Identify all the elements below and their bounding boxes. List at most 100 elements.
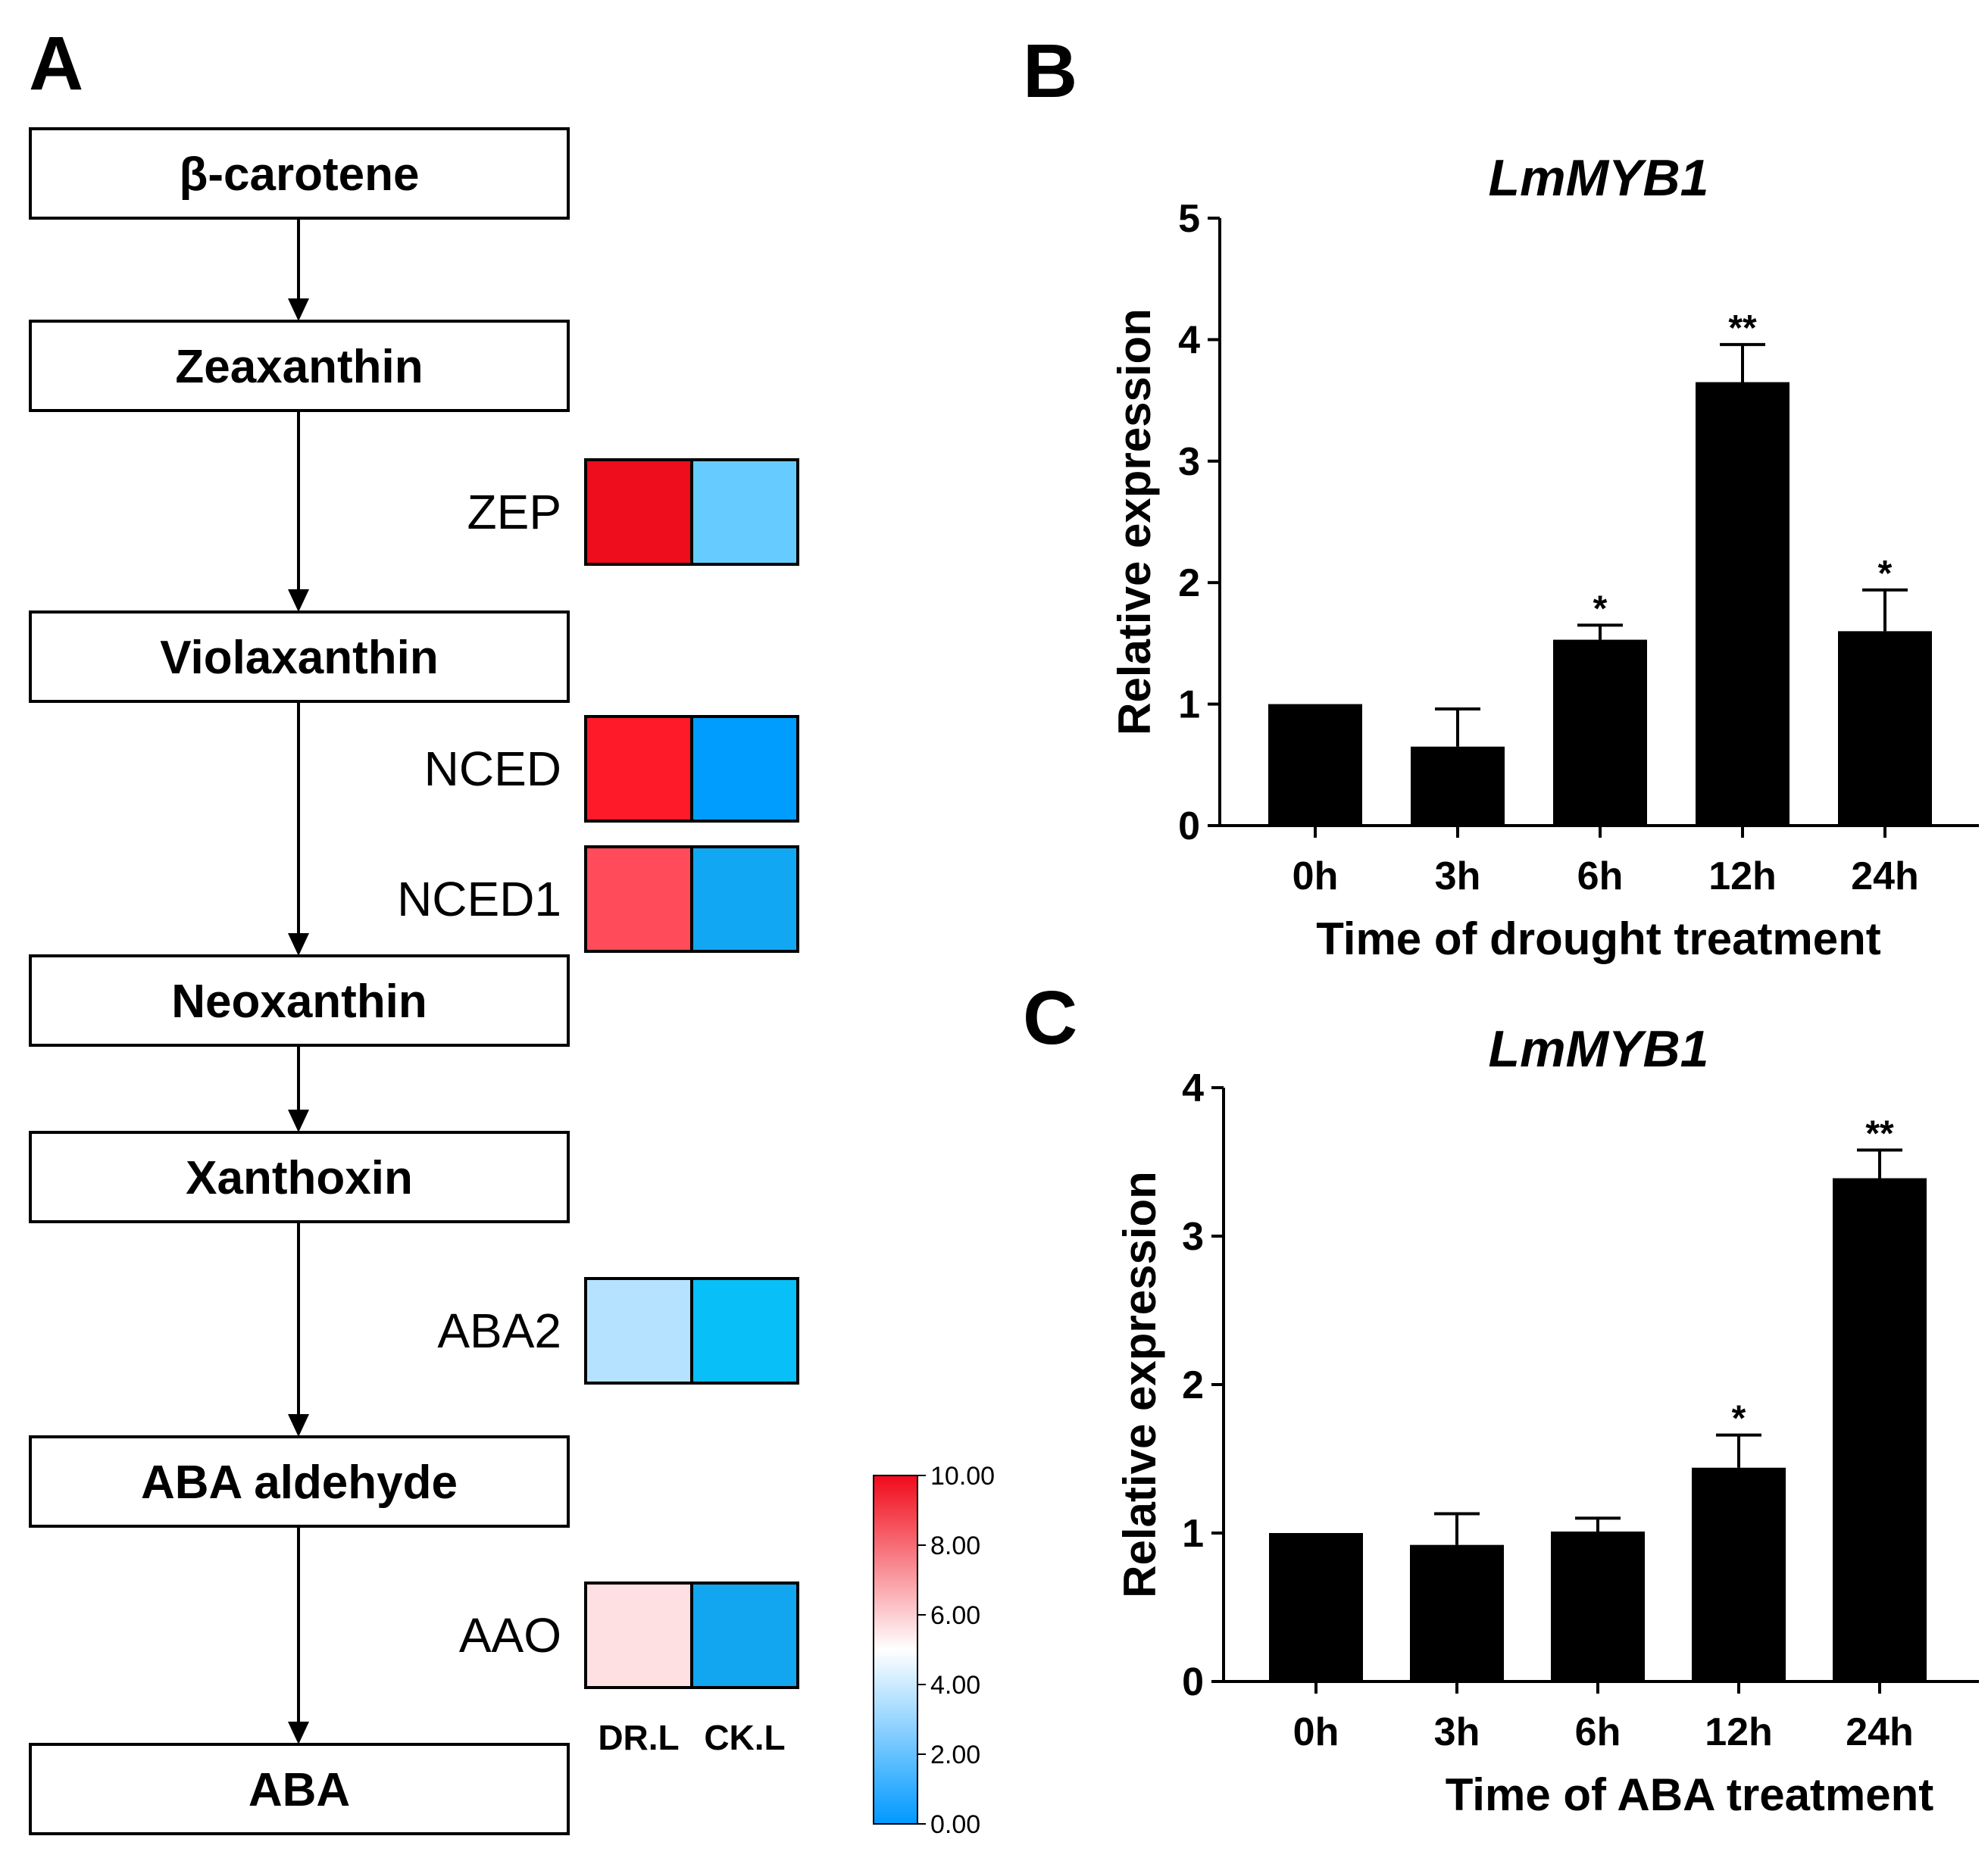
colorbar-gradient (873, 1475, 918, 1825)
arrowhead-icon (288, 1722, 309, 1744)
pathway-stage: β-carotene (29, 127, 570, 220)
heatmap-cell (690, 845, 799, 953)
x-tick-label: 3h (1434, 1710, 1480, 1754)
x-tick-label: 6h (1577, 854, 1624, 898)
heatmap-colorbar: 10.00 8.00 6.00 4.00 2.00 0.00 (873, 1462, 995, 1839)
colorbar-tick-label: 6.00 (930, 1601, 980, 1630)
arrowhead-icon (288, 298, 309, 321)
gene-label: ZEP (467, 485, 561, 539)
heatmap-cell (584, 1582, 693, 1689)
pathway-stage: Violaxanthin (29, 610, 570, 703)
y-tick-label: 1 (1178, 683, 1200, 727)
heatmap-cell (584, 458, 693, 566)
panel-letter-a: A (29, 21, 83, 106)
arrowhead-icon (288, 1414, 309, 1437)
y-axis-label: Relative expression (1114, 1171, 1165, 1598)
bar (1411, 746, 1505, 826)
heatmap-column-label: DR.L (598, 1718, 679, 1757)
stage-label: Zeaxanthin (175, 341, 423, 393)
bar (1838, 631, 1932, 826)
stage-label: Violaxanthin (160, 632, 439, 684)
x-tick-label: 0h (1293, 854, 1339, 898)
heatmap-cell (690, 1277, 799, 1385)
colorbar-tick-label: 0.00 (930, 1810, 980, 1839)
y-tick-label: 2 (1182, 1363, 1204, 1407)
colorbar-tick-label: 10.00 (930, 1462, 995, 1491)
y-tick-label: 5 (1178, 197, 1200, 241)
stage-box (29, 610, 570, 703)
significance-marker: ** (1865, 1113, 1894, 1154)
bar (1269, 1533, 1363, 1681)
x-axis-label: Time of ABA treatment (1446, 1769, 1934, 1820)
x-tick-label: 24h (1846, 1710, 1914, 1754)
arrowhead-icon (288, 1110, 309, 1132)
aba-biosynthesis-pathway: β-carotene Zeaxanthin Violaxanthin Neoxanth… (29, 127, 570, 1835)
colorbar-tick-label: 8.00 (930, 1532, 980, 1560)
significance-marker: ** (1728, 308, 1757, 348)
x-tick-label: 0h (1293, 1710, 1339, 1754)
bar (1268, 704, 1362, 826)
significance-marker: * (1878, 554, 1893, 594)
gene-label: AAO (459, 1608, 561, 1663)
stage-label: β-carotene (180, 148, 420, 201)
panel-letter-c: C (1023, 976, 1077, 1060)
gene-label: NCED (424, 742, 561, 796)
heatmap-cell (690, 1582, 799, 1689)
heatmap-row: NCED1 (397, 845, 799, 953)
heatmap-column-label: CK.L (704, 1718, 785, 1757)
y-tick-label: 4 (1182, 1066, 1204, 1110)
stage-box (29, 1131, 570, 1223)
chart-drought: LmMYB1 0 1 2 3 4 5 Relative expression 0h 3h 6h * 12… (1109, 149, 1979, 964)
bar (1410, 1544, 1504, 1681)
arrowhead-icon (288, 589, 309, 612)
stage-label: ABA aldehyde (141, 1457, 458, 1509)
bar (1696, 382, 1790, 826)
x-tick-label: 6h (1575, 1710, 1621, 1754)
pathway-stage: Zeaxanthin (29, 320, 570, 412)
bar (1833, 1178, 1927, 1681)
bar (1553, 639, 1647, 826)
stage-label: ABA (248, 1764, 350, 1816)
x-axis-label: Time of drought treatment (1316, 913, 1881, 964)
heatmap-cell (690, 715, 799, 823)
x-tick-label: 3h (1435, 854, 1481, 898)
gene-label: ABA2 (437, 1304, 561, 1358)
y-axis-label: Relative expression (1109, 308, 1160, 735)
heatmap-row: ZEP (467, 458, 799, 566)
y-tick-label: 3 (1178, 440, 1200, 484)
heatmap-cell (584, 715, 693, 823)
expression-heatmap: ZEP NCED NCED1 ABA2 AAO DR.L CK.L (397, 458, 799, 1757)
arrowhead-icon (288, 933, 309, 956)
significance-marker: * (1732, 1399, 1746, 1439)
colorbar-tick-label: 2.00 (930, 1741, 980, 1769)
x-tick-label: 24h (1851, 854, 1919, 898)
panel-letter-b: B (1023, 29, 1077, 114)
chart-title: LmMYB1 (1489, 149, 1709, 207)
pathway-stage: ABA (29, 1743, 570, 1835)
gene-label: NCED1 (397, 872, 561, 926)
stage-box (29, 1743, 570, 1835)
pathway-stage: Neoxanthin (29, 954, 570, 1047)
stage-label: Xanthoxin (186, 1152, 413, 1204)
x-tick-label: 12h (1708, 854, 1777, 898)
stage-label: Neoxanthin (171, 976, 427, 1028)
stage-box (29, 1435, 570, 1528)
pathway-stage: ABA aldehyde (29, 1435, 570, 1528)
bar (1551, 1532, 1645, 1681)
heatmap-cell (584, 845, 693, 953)
y-tick-label: 1 (1182, 1512, 1204, 1556)
heatmap-cell (584, 1277, 693, 1385)
x-tick-label: 12h (1705, 1710, 1773, 1754)
y-tick-label: 0 (1178, 804, 1200, 848)
pathway-stage: Xanthoxin (29, 1131, 570, 1223)
chart-aba: LmMYB1 0 1 2 3 4 Relative expression 0h 3h 6h 12h *… (1114, 1020, 1979, 1820)
y-tick-label: 2 (1178, 561, 1200, 605)
stage-box (29, 320, 570, 412)
significance-marker: * (1593, 589, 1608, 629)
chart-title: LmMYB1 (1489, 1020, 1709, 1078)
colorbar-tick-label: 4.00 (930, 1671, 980, 1700)
y-tick-label: 0 (1182, 1660, 1204, 1704)
y-tick-label: 4 (1178, 318, 1200, 362)
heatmap-cell (690, 458, 799, 566)
